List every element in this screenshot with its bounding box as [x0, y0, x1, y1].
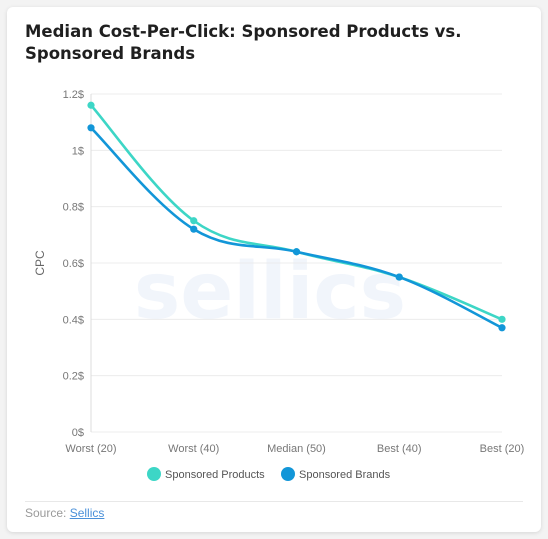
y-tick-label: 0$: [72, 427, 84, 439]
data-point: [498, 315, 506, 323]
data-point: [395, 273, 403, 281]
data-point: [190, 225, 198, 233]
data-point: [292, 248, 301, 256]
legend-label: Sponsored Products: [165, 469, 265, 481]
data-point: [87, 101, 95, 109]
chart-title: Median Cost-Per-Click: Sponsored Product…: [25, 22, 462, 63]
x-tick-label: Best (40): [377, 443, 422, 455]
x-tick-label: Best (20): [480, 443, 525, 455]
legend-swatch: [147, 467, 161, 481]
data-point: [498, 324, 506, 332]
watermark-logo: sellics: [134, 247, 406, 337]
data-point: [87, 124, 95, 132]
data-point: [190, 217, 198, 225]
legend-swatch: [281, 467, 295, 481]
y-tick-label: 0.6$: [63, 258, 84, 270]
x-tick-label: Worst (40): [168, 443, 219, 455]
y-axis-title: CPC: [33, 250, 47, 276]
divider: [25, 501, 523, 502]
y-tick-label: 0.4$: [63, 314, 84, 326]
y-tick-label: 0.8$: [63, 202, 84, 214]
y-tick-label: 1.2$: [63, 89, 84, 101]
x-tick-label: Worst (20): [65, 443, 116, 455]
source-label: Source:: [25, 506, 67, 520]
y-tick-label: 1$: [72, 145, 84, 157]
legend-label: Sponsored Brands: [299, 469, 391, 481]
y-tick-label: 0.2$: [63, 371, 84, 383]
source-link[interactable]: Sellics: [69, 506, 105, 520]
source-note: Source: Sellics: [25, 506, 104, 520]
x-tick-label: Median (50): [267, 443, 326, 455]
